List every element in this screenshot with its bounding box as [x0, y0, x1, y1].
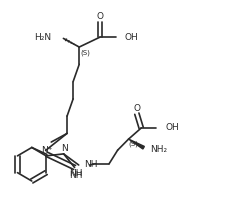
Text: NH: NH: [84, 160, 98, 169]
Polygon shape: [129, 139, 144, 149]
Text: OH: OH: [124, 33, 138, 42]
Text: (S): (S): [80, 49, 90, 56]
Text: OH: OH: [166, 123, 179, 132]
Text: NH₂: NH₂: [150, 145, 167, 154]
Text: N: N: [61, 144, 67, 154]
Text: (S): (S): [128, 140, 138, 147]
Text: O: O: [96, 12, 103, 22]
Text: NH: NH: [69, 169, 83, 178]
Text: NH: NH: [69, 171, 83, 180]
Text: H₂N: H₂N: [34, 33, 51, 42]
Text: O: O: [133, 104, 140, 113]
Text: N⁺: N⁺: [42, 146, 53, 155]
